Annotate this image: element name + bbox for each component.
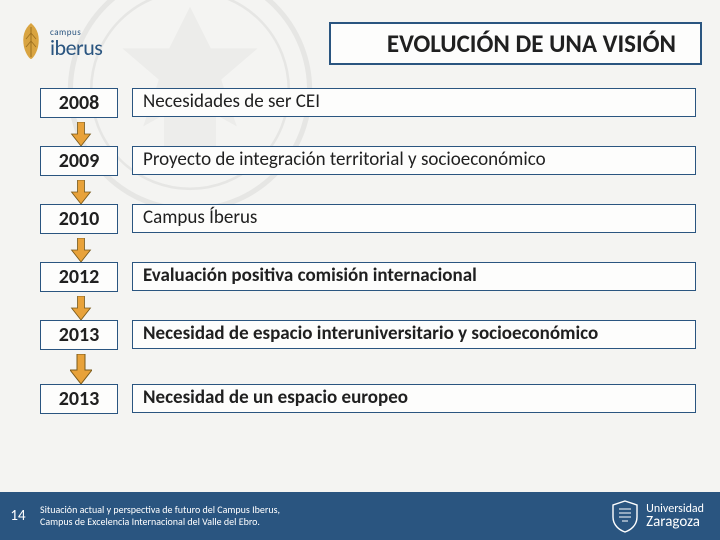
- timeline-desc: Campus Íberus: [132, 204, 696, 233]
- timeline-row: 2013 Necesidad de un espacio europeo: [40, 384, 696, 414]
- timeline-row: 2008 Necesidades de ser CEI: [40, 88, 696, 118]
- logo-name-text: iberus: [50, 38, 102, 58]
- page-title: EVOLUCIÓN DE UNA VISIÓN: [329, 22, 702, 65]
- timeline-desc: Evaluación positiva comisión internacion…: [132, 262, 696, 291]
- timeline-row: 2010 Campus Íberus: [40, 204, 696, 234]
- year-badge: 2012: [40, 262, 118, 292]
- header: campus iberus EVOLUCIÓN DE UNA VISIÓN: [0, 0, 720, 74]
- year-badge: 2013: [40, 384, 118, 414]
- footer-caption: Situación actual y perspectiva de futuro…: [36, 504, 610, 528]
- year-badge: 2009: [40, 146, 118, 176]
- timeline-desc: Proyecto de integración territorial y so…: [132, 146, 696, 175]
- arrow-down: [40, 238, 696, 262]
- arrow-down: [40, 122, 696, 146]
- year-badge: 2010: [40, 204, 118, 234]
- arrow-down: [40, 296, 696, 320]
- timeline-row: 2009 Proyecto de integración territorial…: [40, 146, 696, 176]
- timeline-row: 2012 Evaluación positiva comisión intern…: [40, 262, 696, 292]
- footer-university-logo: Universidad Zaragoza: [610, 499, 704, 533]
- university-bottom-text: Zaragoza: [646, 515, 704, 530]
- year-badge: 2013: [40, 320, 118, 350]
- timeline-row: 2013 Necesidad de espacio interuniversit…: [40, 320, 696, 350]
- arrow-down: [40, 180, 696, 204]
- footer-line2: Campus de Excelencia Internacional del V…: [40, 515, 260, 528]
- footer: 14 Situación actual y perspectiva de fut…: [0, 492, 720, 540]
- timeline-desc: Necesidad de espacio interuniversitario …: [132, 320, 696, 349]
- arrow-down: [40, 354, 696, 384]
- timeline-desc: Necesidades de ser CEI: [132, 88, 696, 117]
- logo-iberus: campus iberus: [18, 21, 102, 61]
- year-badge: 2008: [40, 88, 118, 118]
- leaf-icon: [18, 21, 44, 61]
- page-number: 14: [0, 507, 36, 525]
- timeline: 2008 Necesidades de ser CEI 2009 Proyect…: [0, 74, 720, 414]
- timeline-desc: Necesidad de un espacio europeo: [132, 384, 696, 413]
- university-shield-icon: [610, 499, 640, 533]
